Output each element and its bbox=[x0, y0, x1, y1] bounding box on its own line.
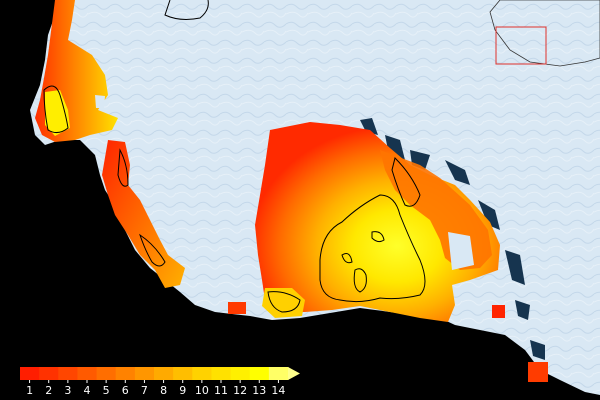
data-overlay bbox=[35, 0, 548, 382]
colorbar-segment bbox=[192, 367, 212, 380]
colorbar-segment bbox=[115, 367, 136, 380]
heat-region-coast bbox=[102, 140, 185, 288]
inset-extent-box bbox=[495, 26, 547, 65]
colorbar-tick-label: 12 bbox=[233, 384, 247, 397]
colorbar-segment bbox=[211, 367, 232, 380]
colorbar-tick-label: 3 bbox=[64, 384, 71, 397]
colorbar-tick-label: 8 bbox=[160, 384, 167, 397]
colorbar-segment bbox=[39, 367, 59, 380]
colorbar-legend: 1 2 3 4 5 6 7 8 9 10 11 12 13 14 bbox=[20, 367, 300, 397]
heat-patch-b bbox=[228, 302, 246, 314]
heat-patch-a bbox=[262, 288, 305, 318]
heat-patch-c bbox=[492, 305, 505, 318]
colorbar-tick-label: 7 bbox=[141, 384, 148, 397]
colorbar-segment bbox=[77, 367, 98, 380]
colorbar-tick-label: 11 bbox=[214, 384, 228, 397]
colorbar-segment bbox=[173, 367, 193, 380]
heat-region-main bbox=[255, 122, 500, 322]
colorbar-segment bbox=[134, 367, 155, 380]
colorbar-tick-label: 6 bbox=[122, 384, 129, 397]
colorbar-tick-label: 1 bbox=[26, 384, 33, 397]
colorbar-tick-label: 14 bbox=[271, 384, 285, 397]
colorbar-tick-label: 9 bbox=[179, 384, 186, 397]
colorbar-segment bbox=[230, 367, 251, 380]
colorbar-extend-arrow bbox=[288, 367, 300, 380]
colorbar-segment bbox=[58, 367, 78, 380]
colorbar-tick-label: 2 bbox=[45, 384, 52, 397]
heat-patch-d bbox=[528, 362, 548, 382]
inset-map bbox=[489, 0, 600, 67]
colorbar-tick-label: 4 bbox=[84, 384, 91, 397]
contour-lines bbox=[43, 0, 426, 313]
colorbar-segment bbox=[96, 367, 117, 380]
colorbar-tick-label: 5 bbox=[103, 384, 110, 397]
colorbar-segment bbox=[249, 367, 270, 380]
colorbar-segment bbox=[20, 367, 40, 380]
colorbar-segment bbox=[268, 367, 289, 380]
colorbar-tick-label: 13 bbox=[252, 384, 266, 397]
colorbar-tick-label: 10 bbox=[195, 384, 209, 397]
colorbar-segment bbox=[154, 367, 174, 380]
